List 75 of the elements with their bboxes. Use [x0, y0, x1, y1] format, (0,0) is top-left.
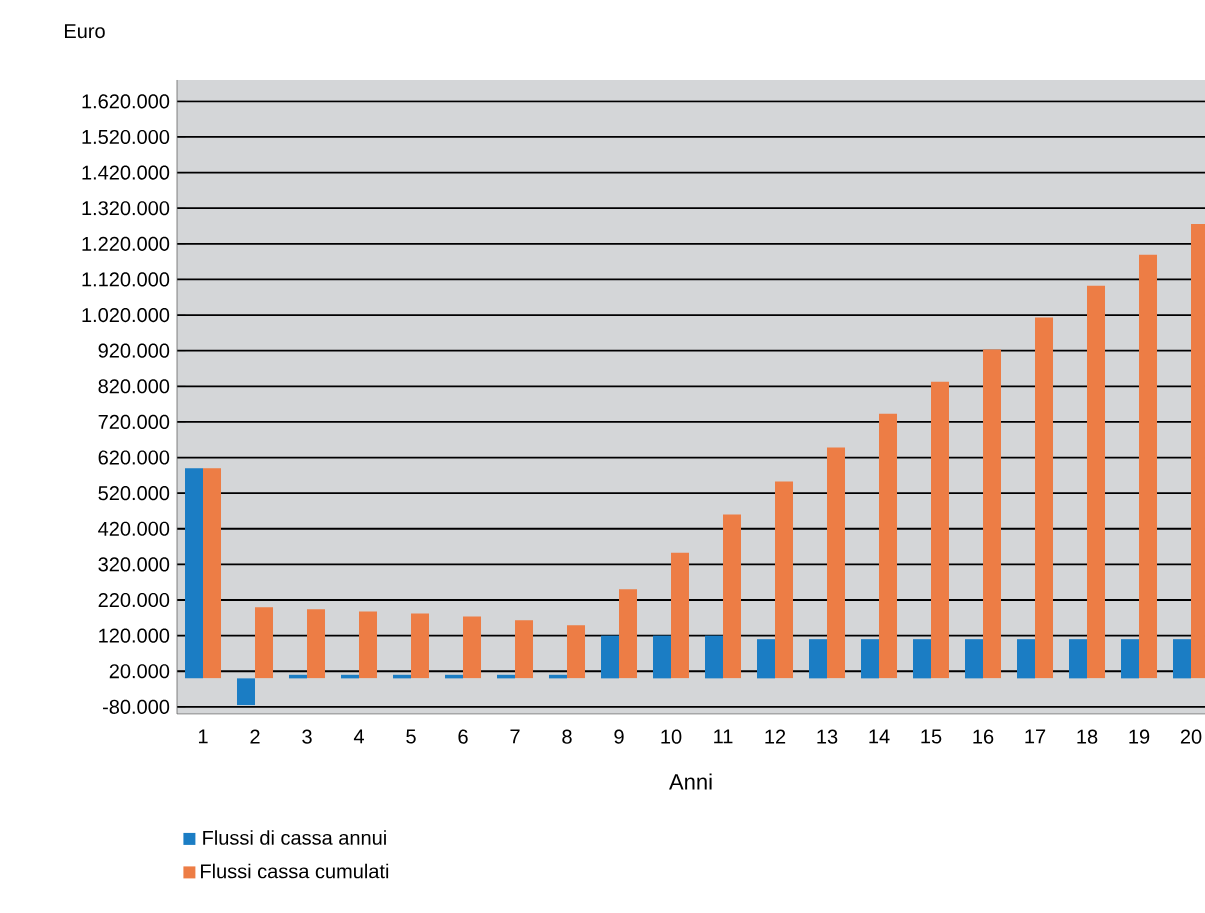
x-tick-label: 9 [614, 729, 624, 744]
y-tick-label: 1.520.000 [82, 129, 170, 145]
x-tick-label: 8 [562, 729, 572, 744]
x-tick-label: 7 [510, 729, 520, 744]
x-tick-label: 18 [1077, 729, 1098, 744]
y-tick-label: 1.220.000 [82, 236, 170, 251]
bar [827, 447, 846, 679]
y-tick-label: 1.020.000 [82, 307, 170, 323]
y-axis-title: Euro [64, 24, 105, 39]
x-tick-label: 15 [921, 729, 942, 744]
x-tick-label: 10 [661, 729, 682, 744]
bar [671, 552, 689, 679]
bar [359, 611, 377, 679]
y-tick-label: -80.000 [102, 699, 170, 714]
bar [705, 635, 723, 679]
bar [237, 678, 255, 706]
legend-label: Flussi cassa cumulati [201, 863, 389, 879]
y-tick-label: 420.000 [98, 521, 170, 536]
y-tick-label: 1.320.000 [82, 201, 170, 216]
x-tick-label: 1 [198, 729, 208, 744]
bar [1173, 639, 1192, 679]
y-tick-label: 1.620.000 [82, 94, 170, 109]
bar [1017, 639, 1035, 679]
bar [463, 616, 482, 679]
bar [567, 625, 586, 679]
bar [1087, 285, 1106, 679]
bar [775, 481, 794, 679]
bar [757, 639, 775, 679]
bar [411, 613, 429, 679]
bar [515, 620, 534, 679]
bar [931, 381, 949, 679]
y-tick-label: 20.000 [109, 664, 170, 679]
x-tick-label: 13 [817, 729, 838, 744]
x-tick-label: 14 [869, 729, 890, 744]
bar [913, 639, 932, 679]
bar [879, 413, 897, 679]
x-tick-label: 11 [714, 729, 733, 744]
bar [1069, 639, 1087, 679]
x-tick-label: 16 [973, 729, 994, 744]
x-tick-label: 6 [458, 729, 468, 744]
y-tick-label: 520.000 [98, 486, 170, 501]
y-tick-label: 820.000 [98, 379, 170, 394]
y-tick-label: 1.120.000 [82, 272, 170, 287]
bar [601, 635, 620, 679]
bar [307, 609, 325, 679]
bar [653, 635, 672, 679]
x-tick-label: 5 [406, 729, 416, 744]
x-tick-label: 4 [353, 729, 364, 744]
bar [1121, 639, 1140, 679]
bar [1035, 317, 1054, 679]
bar [861, 639, 880, 679]
bar [255, 607, 274, 679]
bar [1139, 254, 1158, 679]
bar [185, 468, 203, 679]
y-tick-label: 320.000 [98, 557, 170, 572]
x-tick-label: 12 [765, 729, 786, 744]
x-tick-label: 3 [302, 729, 312, 744]
x-axis-title: Anni [669, 773, 712, 790]
x-tick-label: 2 [250, 729, 260, 744]
bar [965, 639, 983, 679]
x-tick-label: 20 [1180, 729, 1202, 744]
bar [619, 589, 637, 679]
bar [723, 514, 741, 679]
y-tick-label: 620.000 [98, 450, 170, 465]
x-tick-label: 17 [1025, 729, 1046, 744]
bar [809, 639, 827, 679]
y-tick-label: 920.000 [98, 343, 170, 358]
bar [203, 468, 222, 679]
y-tick-label: 1.420.000 [82, 165, 170, 180]
y-tick-label: 720.000 [98, 414, 170, 429]
y-tick-label: 120.000 [99, 628, 170, 643]
x-tick-label: 19 [1129, 729, 1150, 744]
bar [983, 349, 1001, 679]
legend-label: Flussi di cassa annui [203, 830, 386, 845]
y-tick-label: 220.000 [98, 592, 170, 608]
